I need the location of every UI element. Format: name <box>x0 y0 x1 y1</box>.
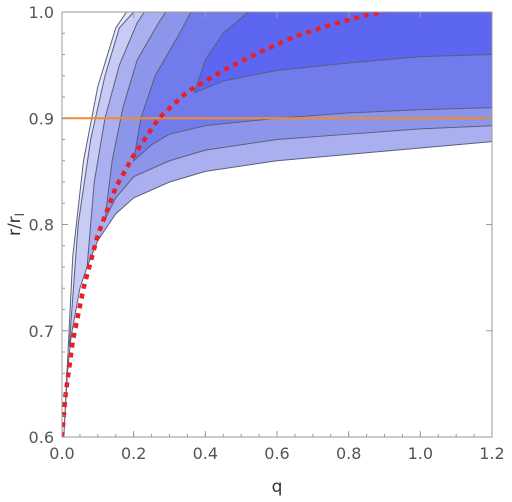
y-tick-label: 0.7 <box>29 322 54 341</box>
x-axis-ticks: 0.0 0.2 0.4 0.6 0.8 1.0 1.2 <box>49 12 505 463</box>
y-axis-ticks: 0.6 0.7 0.8 0.9 1.0 <box>29 3 492 447</box>
x-tick-label: 0.2 <box>121 444 146 463</box>
reference-lines <box>62 12 492 437</box>
x-tick-label: 1.2 <box>479 444 504 463</box>
dotted-reference-curve <box>62 12 385 437</box>
y-tick-label: 1.0 <box>29 3 54 22</box>
x-axis-label: q <box>272 477 283 497</box>
x-tick-label: 0.8 <box>336 444 361 463</box>
y-tick-label: 0.9 <box>29 109 54 128</box>
contour-level-6 <box>193 12 492 94</box>
x-tick-label: 0.4 <box>193 444 218 463</box>
y-axis-label-main: r/r <box>5 216 25 236</box>
y-axis-label: r/rl <box>5 213 27 236</box>
y-axis-label-subscript: l <box>13 213 27 216</box>
x-tick-label: 0.6 <box>264 444 289 463</box>
x-tick-label: 1.0 <box>408 444 433 463</box>
x-tick-label: 0.0 <box>49 444 74 463</box>
y-tick-label: 0.8 <box>29 216 54 235</box>
y-tick-label: 0.6 <box>29 428 54 447</box>
